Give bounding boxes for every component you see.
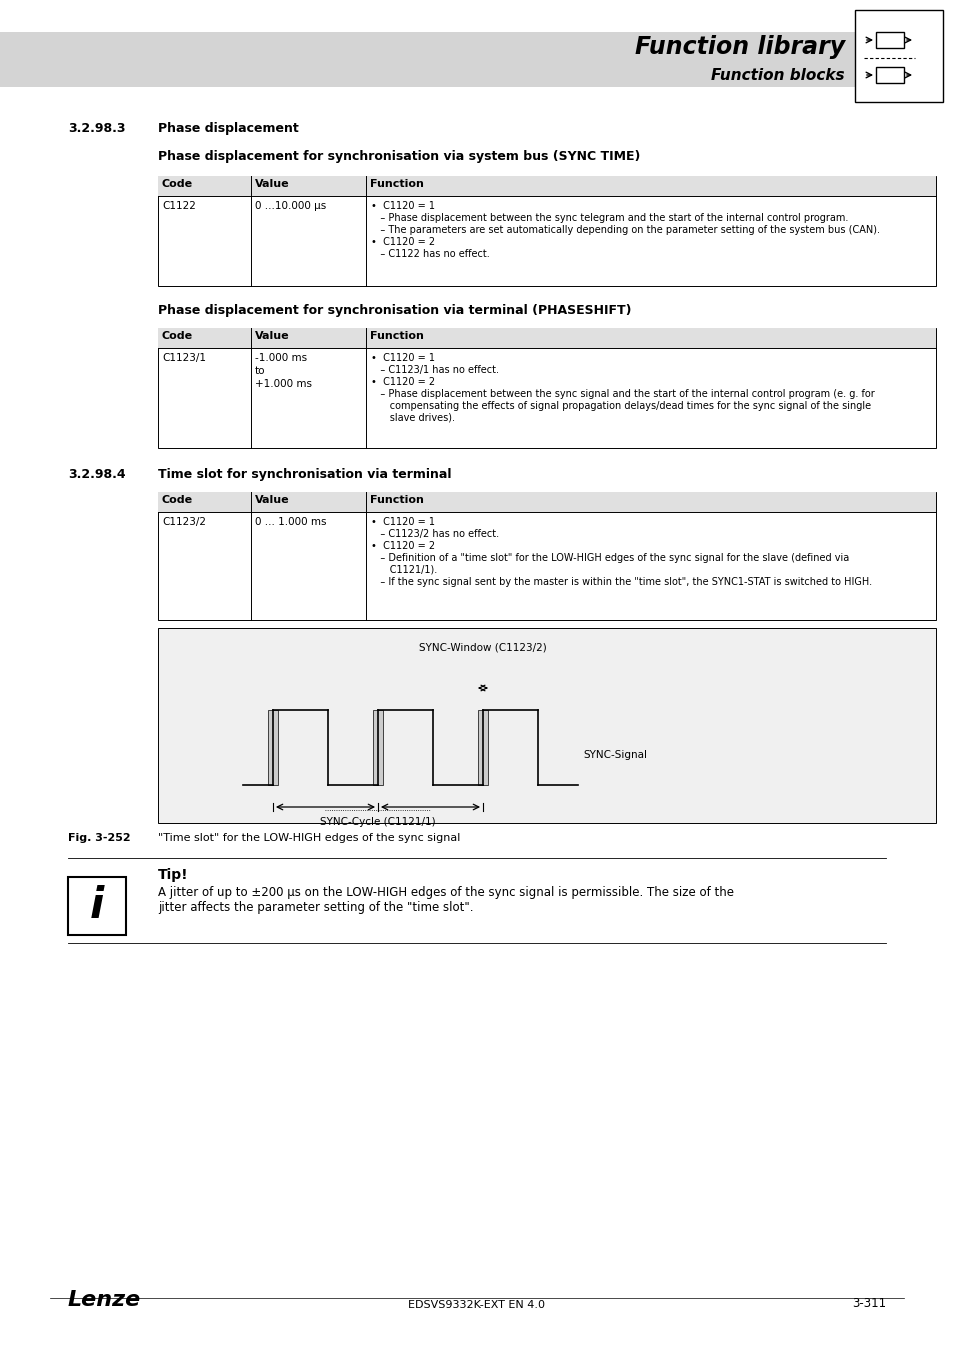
Text: •  C1120 = 2: • C1120 = 2: [371, 541, 435, 551]
Text: Tip!: Tip!: [158, 868, 189, 882]
Text: •  C1120 = 2: • C1120 = 2: [371, 238, 435, 247]
Text: A jitter of up to ±200 μs on the LOW-HIGH edges of the sync signal is permissibl: A jitter of up to ±200 μs on the LOW-HIG…: [158, 886, 733, 914]
Text: Fig. 3-252: Fig. 3-252: [68, 833, 131, 842]
Text: – C1123/2 has no effect.: – C1123/2 has no effect.: [371, 529, 498, 539]
Bar: [158, 491, 935, 512]
Text: Code: Code: [162, 495, 193, 505]
Text: SYNC-Cycle (C1121/1): SYNC-Cycle (C1121/1): [320, 817, 436, 828]
Text: C1123/1: C1123/1: [162, 352, 206, 363]
Text: •  C1120 = 1: • C1120 = 1: [371, 517, 435, 526]
Text: C1122: C1122: [162, 201, 195, 211]
Text: +1.000 ms: +1.000 ms: [254, 379, 312, 389]
Text: Code: Code: [162, 331, 193, 342]
Text: – Phase displacement between the sync signal and the start of the internal contr: – Phase displacement between the sync si…: [371, 389, 874, 400]
Text: Function: Function: [370, 180, 423, 189]
Text: C1121/1).: C1121/1).: [371, 566, 436, 575]
Bar: [68, 878, 126, 936]
Bar: [477, 710, 488, 784]
Text: Phase displacement for synchronisation via terminal (PHASESHIFT): Phase displacement for synchronisation v…: [158, 304, 631, 317]
Text: SYNC-Window (C1123/2): SYNC-Window (C1123/2): [418, 643, 546, 652]
Text: Value: Value: [254, 180, 290, 189]
Text: – If the sync signal sent by the master is within the "time slot", the SYNC1-STA: – If the sync signal sent by the master …: [371, 576, 871, 587]
Text: 3-311: 3-311: [851, 1297, 885, 1310]
Text: Function: Function: [370, 331, 423, 342]
Bar: [158, 328, 935, 348]
Text: •  C1120 = 1: • C1120 = 1: [371, 201, 435, 211]
Text: Lenze: Lenze: [68, 1291, 141, 1310]
Text: Phase displacement for synchronisation via system bus (SYNC TIME): Phase displacement for synchronisation v…: [158, 150, 639, 163]
Text: 0 ... 1.000 ms: 0 ... 1.000 ms: [254, 517, 326, 526]
Text: Function: Function: [370, 495, 423, 505]
Text: compensating the effects of signal propagation delays/dead times for the sync si: compensating the effects of signal propa…: [371, 401, 870, 410]
Text: "Time slot" for the LOW-HIGH edges of the sync signal: "Time slot" for the LOW-HIGH edges of th…: [158, 833, 460, 842]
Text: Value: Value: [254, 331, 290, 342]
Text: – Definition of a "time slot" for the LOW-HIGH edges of the sync signal for the : – Definition of a "time slot" for the LO…: [371, 554, 848, 563]
Text: Function blocks: Function blocks: [711, 68, 844, 82]
Bar: [875, 32, 903, 49]
Text: Time slot for synchronisation via terminal: Time slot for synchronisation via termin…: [158, 468, 451, 481]
Text: C1123/2: C1123/2: [162, 517, 206, 526]
Bar: [158, 628, 935, 824]
Text: •  C1120 = 2: • C1120 = 2: [371, 377, 435, 387]
Bar: [875, 68, 903, 82]
Text: – C1122 has no effect.: – C1122 has no effect.: [371, 248, 489, 259]
Text: – C1123/1 has no effect.: – C1123/1 has no effect.: [371, 364, 498, 375]
Bar: [854, 9, 942, 103]
Bar: [0, 32, 854, 86]
Text: Function library: Function library: [634, 35, 844, 59]
Bar: [158, 176, 935, 286]
Bar: [158, 176, 935, 196]
Text: 0 ...10.000 μs: 0 ...10.000 μs: [254, 201, 326, 211]
Bar: [158, 328, 935, 448]
Text: Value: Value: [254, 495, 290, 505]
Bar: [268, 710, 277, 784]
Text: EDSVS9332K-EXT EN 4.0: EDSVS9332K-EXT EN 4.0: [408, 1300, 545, 1310]
Text: Phase displacement: Phase displacement: [158, 122, 298, 135]
Bar: [158, 491, 935, 620]
Text: – The parameters are set automatically depending on the parameter setting of the: – The parameters are set automatically d…: [371, 225, 879, 235]
Text: •  C1120 = 1: • C1120 = 1: [371, 352, 435, 363]
Text: i: i: [90, 886, 104, 927]
Text: 3.2.98.3: 3.2.98.3: [68, 122, 126, 135]
Bar: [373, 710, 382, 784]
Text: slave drives).: slave drives).: [371, 413, 455, 423]
Text: SYNC-Signal: SYNC-Signal: [582, 751, 646, 760]
Text: -1.000 ms: -1.000 ms: [254, 352, 307, 363]
Text: – Phase displacement between the sync telegram and the start of the internal con: – Phase displacement between the sync te…: [371, 213, 847, 223]
Text: Code: Code: [162, 180, 193, 189]
Text: to: to: [254, 366, 265, 377]
Text: 3.2.98.4: 3.2.98.4: [68, 468, 126, 481]
